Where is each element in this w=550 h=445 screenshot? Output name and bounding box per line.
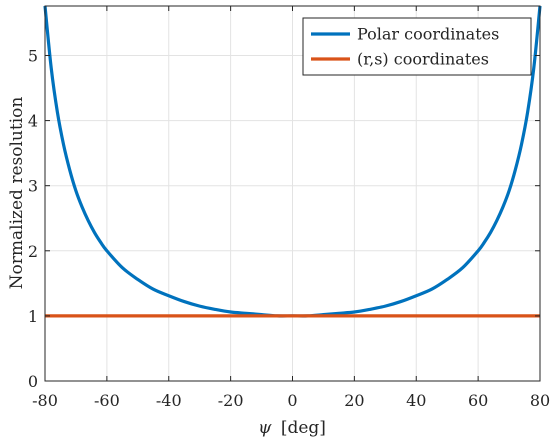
y-axis-label: Normalized resolution: [7, 97, 27, 290]
legend-label-polar: Polar coordinates: [357, 25, 499, 44]
x-axis-label-symbol: ψ: [258, 418, 272, 438]
y-tick-label: 0: [28, 372, 38, 391]
x-tick-label: -20: [218, 391, 244, 410]
x-tick-label: 60: [468, 391, 488, 410]
x-tick-label: 20: [344, 391, 364, 410]
x-tick-label: 0: [287, 391, 297, 410]
y-tick-label: 1: [28, 307, 38, 326]
y-tick-label: 3: [28, 177, 38, 196]
x-axis-label: ψ [deg]: [258, 418, 326, 438]
x-tick-label: 80: [530, 391, 550, 410]
y-tick-label: 4: [28, 112, 38, 131]
legend: Polar coordinates (r,s) coordinates: [302, 17, 532, 76]
x-tick-label: -80: [32, 391, 58, 410]
y-tick-label: 5: [28, 46, 38, 65]
y-tick-label: 2: [28, 242, 38, 261]
series-lines: [43, 5, 542, 318]
legend-label-rs: (r,s) coordinates: [357, 50, 489, 69]
x-tick-label: -40: [156, 391, 182, 410]
x-tick-label: -60: [94, 391, 120, 410]
legend-box: [302, 17, 532, 76]
x-tick-label: 40: [406, 391, 426, 410]
axis-ticks: -80 -60 -40 -20 0 20 40 60 80 0 1 2 3 4 5: [28, 6, 550, 410]
x-axis-label-unit: [deg]: [281, 418, 326, 438]
